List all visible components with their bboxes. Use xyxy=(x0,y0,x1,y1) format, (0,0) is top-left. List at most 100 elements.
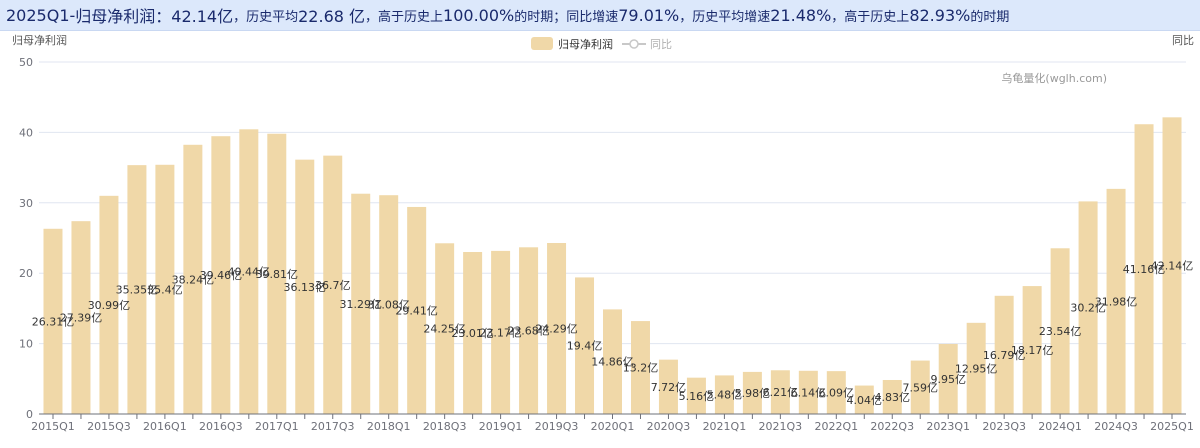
bar xyxy=(295,159,315,414)
bar xyxy=(686,377,706,414)
data-label: 14.86亿 xyxy=(591,356,634,369)
bar xyxy=(379,195,399,414)
bars xyxy=(43,117,1182,415)
bar xyxy=(183,144,203,414)
bar xyxy=(1134,124,1154,415)
data-label: 18.17亿 xyxy=(1011,344,1054,357)
data-label: 24.29亿 xyxy=(535,322,578,335)
x-tick-label: 2022Q1 xyxy=(814,420,858,433)
bar xyxy=(239,129,259,414)
bar xyxy=(1162,117,1182,414)
bar xyxy=(435,243,455,414)
y-tick-label: 40 xyxy=(19,126,33,139)
data-label: 26.31亿 xyxy=(32,315,75,328)
summary-above-tail: 的时期；同比增速 xyxy=(514,9,619,25)
summary-above-label: ，高于历史上 xyxy=(365,9,444,25)
bar xyxy=(938,343,958,414)
x-tick-label: 2015Q3 xyxy=(87,420,131,433)
data-label: 13.2亿 xyxy=(623,362,659,375)
y-axis: 0 10 20 30 40 50 xyxy=(19,56,33,421)
data-label: 19.4亿 xyxy=(567,340,603,353)
summary-yoy-above-label: ，高于历史上 xyxy=(831,9,910,25)
x-tick-label: 2018Q1 xyxy=(367,420,411,433)
bar xyxy=(99,195,119,414)
bar xyxy=(882,379,902,414)
data-label: 5.98亿 xyxy=(735,387,771,400)
bar xyxy=(463,252,483,414)
bar xyxy=(323,155,343,414)
y-tick-label: 50 xyxy=(19,56,33,69)
y-tick-label: 10 xyxy=(19,338,33,351)
summary-yoy-avg-value: 21.48% xyxy=(770,5,832,25)
y-tick-label: 20 xyxy=(19,267,33,280)
bar xyxy=(519,247,539,414)
data-label: 35.4亿 xyxy=(147,283,183,296)
bar xyxy=(658,359,678,414)
data-label: 24.25亿 xyxy=(423,323,466,336)
x-tick-label: 2023Q1 xyxy=(926,420,970,433)
data-label: 39.81亿 xyxy=(256,268,299,281)
bar xyxy=(155,164,175,414)
bar xyxy=(994,295,1014,414)
x-tick-label: 2017Q1 xyxy=(255,420,299,433)
summary-period: 2025Q1 xyxy=(6,5,70,25)
x-tick-label: 2019Q3 xyxy=(535,420,579,433)
x-tick-label: 2024Q1 xyxy=(1038,420,1082,433)
data-label: 27.39亿 xyxy=(60,312,103,325)
legend-label-yoy: 同比 xyxy=(650,38,672,51)
watermark: 乌龟量化(wglh.com) xyxy=(1001,71,1107,85)
x-tick-label: 2016Q1 xyxy=(143,420,187,433)
legend-item-profit[interactable]: 归母净利润 xyxy=(531,37,613,51)
summary-above-value: 100.00% xyxy=(443,5,515,25)
x-axis: 2015Q1 2015Q3 2016Q1 2016Q3 2017Q1 2017Q3 2018… xyxy=(31,413,1194,433)
y-tick-label: 30 xyxy=(19,197,33,210)
legend-marker-yoy xyxy=(629,39,639,49)
profit-bar-chart: 归母净利润 同比 归母净利润 同比 乌龟量化(wglh.com) 26.31亿2… xyxy=(12,33,1194,433)
data-label: 31.08亿 xyxy=(367,299,410,312)
x-tick-label: 2023Q3 xyxy=(982,420,1026,433)
data-label: 23.01亿 xyxy=(451,327,494,340)
bar xyxy=(910,360,930,414)
data-label: 38.24亿 xyxy=(172,273,215,286)
bar xyxy=(1050,248,1070,414)
data-label: 40.44亿 xyxy=(228,266,271,279)
data-label: 30.99亿 xyxy=(88,299,131,312)
x-tick-label: 2017Q3 xyxy=(311,420,355,433)
data-label: 23.54亿 xyxy=(1039,325,1082,338)
legend: 归母净利润 同比 xyxy=(531,37,672,51)
x-tick-label: 2018Q3 xyxy=(423,420,467,433)
legend-item-yoy[interactable]: 同比 xyxy=(622,38,672,51)
data-label: 39.46亿 xyxy=(200,269,243,282)
bar xyxy=(798,370,818,414)
bar xyxy=(575,277,595,414)
data-label: 41.16亿 xyxy=(1123,263,1166,276)
summary-value: ：42.14亿 xyxy=(155,7,234,26)
data-label: 36.7亿 xyxy=(315,279,351,292)
bar xyxy=(211,136,231,414)
x-tick-label: 2025Q1 xyxy=(1150,420,1194,433)
data-label: 23.68亿 xyxy=(507,325,550,338)
data-label: 6.21亿 xyxy=(763,386,799,399)
bar xyxy=(267,133,287,414)
x-tick-label: 2015Q1 xyxy=(31,420,75,433)
summary-bar: 2025Q1 - 归母净利润 ：42.14亿 ，历史平均 22.68 亿 ，高于… xyxy=(0,0,1200,31)
bar xyxy=(351,193,371,414)
legend-label-profit: 归母净利润 xyxy=(558,37,613,51)
data-label: 16.79亿 xyxy=(983,349,1026,362)
x-tick-label: 2021Q3 xyxy=(759,420,803,433)
y-axis-title-right: 同比 xyxy=(1172,34,1194,47)
legend-swatch-profit xyxy=(531,37,553,50)
bar xyxy=(742,371,762,414)
data-label: 7.72亿 xyxy=(651,381,687,394)
bar xyxy=(547,242,567,414)
bar xyxy=(127,165,147,414)
x-tick-label: 2022Q3 xyxy=(870,420,914,433)
summary-yoy-above-value: 82.93% xyxy=(909,5,971,25)
summary-dash: - xyxy=(69,5,76,25)
summary-avg-label: ，历史平均 xyxy=(233,9,299,25)
bar xyxy=(714,375,734,414)
summary-metric: 归母净利润 xyxy=(75,7,156,26)
data-label: 5.48亿 xyxy=(707,389,743,402)
summary-avg-value: 22.68 亿 xyxy=(298,7,366,26)
